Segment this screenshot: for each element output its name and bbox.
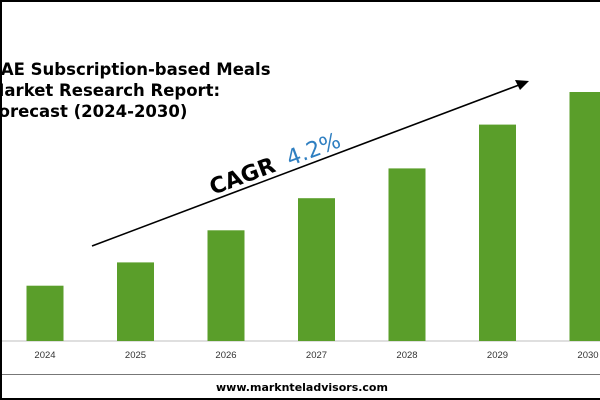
cagr-label: CAGR bbox=[206, 153, 279, 200]
x-tick-label-2028: 2028 bbox=[396, 350, 417, 361]
bar-2025 bbox=[117, 262, 154, 341]
cagr-annotation: CAGR 4.2% bbox=[206, 129, 344, 201]
x-tick-label-2027: 2027 bbox=[306, 350, 327, 361]
bar-2030 bbox=[569, 92, 600, 341]
chart-title-line-1: UAE Subscription-based Meals bbox=[0, 60, 271, 79]
chart-title: UAE Subscription-based Meals Market Rese… bbox=[0, 59, 271, 122]
cagr-value: 4.2% bbox=[283, 129, 344, 172]
cagr-arrow-head bbox=[515, 80, 529, 90]
x-tick-label-2025: 2025 bbox=[125, 350, 146, 361]
chart-title-line-3: Forecast (2024-2030) bbox=[0, 102, 188, 121]
x-tick-labels: 2024 2025 2026 2027 2028 2029 2030 bbox=[34, 350, 598, 361]
source-footer: www.marknteladvisors.com bbox=[2, 374, 600, 398]
bar-2027 bbox=[298, 198, 335, 341]
cagr-arrow-line bbox=[91, 84, 520, 247]
bar-2028 bbox=[388, 168, 426, 341]
bar-2026 bbox=[207, 230, 245, 341]
chart-title-line-2: Market Research Report: bbox=[0, 81, 221, 100]
x-tick-label-2026: 2026 bbox=[215, 350, 236, 361]
x-tick-label-2029: 2029 bbox=[487, 350, 508, 361]
x-tick-label-2024: 2024 bbox=[34, 350, 55, 361]
bar-2024 bbox=[26, 285, 64, 341]
bar-2029 bbox=[479, 124, 516, 341]
x-tick-label-2030: 2030 bbox=[577, 350, 598, 361]
source-url: www.marknteladvisors.com bbox=[216, 381, 388, 394]
bar-group bbox=[26, 92, 600, 341]
